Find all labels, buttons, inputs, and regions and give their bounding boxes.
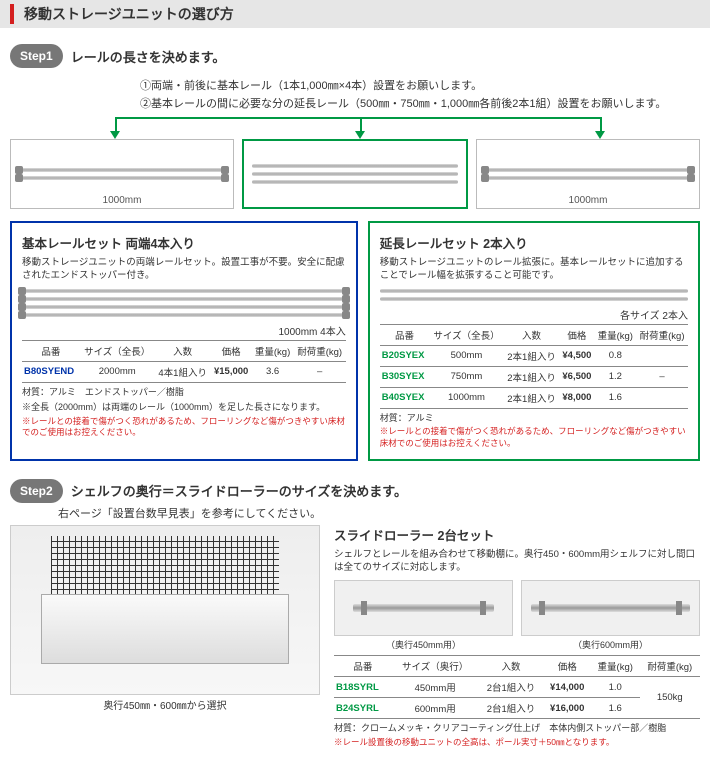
step2-body: 奥行450㎜・600㎜から選択 スライドローラー 2台セット シェルフとレールを… <box>10 525 700 748</box>
roller-cap-450: （奥行450mm用） <box>334 638 513 651</box>
arrow-diagram <box>10 117 700 139</box>
page-title: 移動ストレージユニットの選び方 <box>24 4 234 24</box>
roller-img-450 <box>334 580 513 636</box>
step1-header: Step1 レールの長さを決めます。 <box>10 44 700 68</box>
product-row: 基本レールセット 両端4本入り 移動ストレージユニットの両端レールセット。設置工… <box>10 221 700 460</box>
step1-note1: ①両端・前後に基本レール（1本1,000㎜×4本）設置をお願いします。 <box>140 78 710 96</box>
basic-note-small: ※全長（2000mm）は両端のレール（1000mm）を足した長さになります。 <box>22 402 346 414</box>
step2-badge: Step2 <box>10 479 63 503</box>
ext-rail-set: 延長レールセット 2本入り 移動ストレージユニットのレール拡張に。基本レールセッ… <box>368 221 700 460</box>
roller-warn: ※レール設置後の移動ユニットの全高は、ポール実寸＋50㎜となります。 <box>334 737 700 748</box>
roller-cap-600: （奥行600mm用） <box>521 638 700 651</box>
page-title-bar: 移動ストレージユニットの選び方 <box>0 0 710 28</box>
ext-spec-table: 品番 サイズ（全長） 入数 価格 重量(kg) 耐荷重(kg) B20SYEX … <box>380 324 688 409</box>
ext-rail-illust <box>380 289 688 301</box>
table-row: B40SYEX 1000mm 2本1組入り ¥8,000 1.6 <box>380 387 688 408</box>
rail-box-left: 1000mm <box>10 139 234 209</box>
step2-heading: シェルフの奥行＝スライドローラーのサイズを決めます。 <box>71 481 407 500</box>
step1-notes: ①両端・前後に基本レール（1本1,000㎜×4本）設置をお願いします。 ②基本レ… <box>140 78 710 113</box>
basic-rail-set: 基本レールセット 両端4本入り 移動ストレージユニットの両端レールセット。設置工… <box>10 221 358 460</box>
basic-qty-label: 1000mm 4本入 <box>22 323 346 338</box>
basic-desc: 移動ストレージユニットの両端レールセット。設置工事が不要。安全に配慮されたエンド… <box>22 256 346 283</box>
ext-material: 材質：アルミ <box>380 413 688 425</box>
shelf-photo-block: 奥行450㎜・600㎜から選択 <box>10 525 320 748</box>
rail-box-center <box>242 139 468 209</box>
roller-section: スライドローラー 2台セット シェルフとレールを組み合わせて移動棚に。奥行450… <box>334 525 700 748</box>
shelf-photo <box>10 525 320 695</box>
ext-qty-label: 各サイズ 2本入 <box>380 307 688 322</box>
rail-box-right: 1000mm <box>476 139 700 209</box>
roller-desc: シェルフとレールを組み合わせて移動棚に。奥行450・600mm用シェルフに対し間… <box>334 548 700 575</box>
table-row: B80SYEND 2000mm 4本1組入り ¥15,000 3.6 – <box>22 361 346 382</box>
table-row: B18SYRL 450mm用 2台1組入り ¥14,000 1.0 150kg <box>334 677 700 698</box>
rail-diagram-row: 1000mm 1000mm <box>10 139 700 209</box>
step1-heading: レールの長さを決めます。 <box>71 47 226 66</box>
table-row: B20SYEX 500mm 2本1組入り ¥4,500 0.8 <box>380 345 688 366</box>
rail-label-right: 1000mm <box>569 195 608 206</box>
step2-header: Step2 シェルフの奥行＝スライドローラーのサイズを決めます。 <box>10 479 700 503</box>
roller-img-600 <box>521 580 700 636</box>
shelf-caption: 奥行450㎜・600㎜から選択 <box>10 697 320 712</box>
table-row: B30SYEX 750mm 2本1組入り ¥6,500 1.2 – <box>380 366 688 387</box>
ext-warn: ※レールとの接着で傷がつく恐れがあるため、フローリングなど傷がつきやすい床材での… <box>380 426 688 448</box>
basic-rail-illust <box>22 289 346 317</box>
step2-subtext: 右ページ「設置台数早見表」を参考にしてください。 <box>58 505 710 521</box>
ext-title: 延長レールセット 2本入り <box>380 233 688 252</box>
basic-warn: ※レールとの接着で傷がつく恐れがあるため、フローリングなど傷がつきやすい床材での… <box>22 416 346 438</box>
roller-material: 材質：クロームメッキ・クリアコーティング仕上げ 本体内側ストッパー部／樹脂 <box>334 723 700 735</box>
basic-title: 基本レールセット 両端4本入り <box>22 233 346 252</box>
ext-desc: 移動ストレージユニットのレール拡張に。基本レールセットに追加することでレール幅を… <box>380 256 688 283</box>
step1-note2: ②基本レールの間に必要な分の延長レール（500㎜・750㎜・1,000㎜各前後2… <box>140 96 710 114</box>
basic-spec-table: 品番 サイズ（全長） 入数 価格 重量(kg) 耐荷重(kg) B80SYEND… <box>22 340 346 383</box>
roller-imgs: （奥行450mm用） （奥行600mm用） <box>334 580 700 651</box>
basic-material: 材質：アルミ エンドストッパー／樹脂 <box>22 387 346 399</box>
rail-label-left: 1000mm <box>103 195 142 206</box>
step1-badge: Step1 <box>10 44 63 68</box>
roller-title: スライドローラー 2台セット <box>334 525 700 544</box>
